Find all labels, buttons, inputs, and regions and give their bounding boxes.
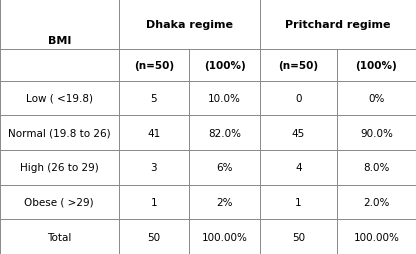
Text: 3: 3: [151, 163, 157, 173]
Text: Obese ( >29): Obese ( >29): [25, 197, 94, 207]
Text: Pritchard regime: Pritchard regime: [285, 20, 391, 30]
Text: Low ( <19.8): Low ( <19.8): [26, 93, 93, 104]
Text: (n=50): (n=50): [134, 60, 174, 70]
Text: 45: 45: [292, 128, 305, 138]
Text: 100.00%: 100.00%: [202, 232, 248, 242]
Text: 10.0%: 10.0%: [208, 93, 241, 104]
Text: 0%: 0%: [368, 93, 385, 104]
Text: 1: 1: [151, 197, 157, 207]
Text: High (26 to 29): High (26 to 29): [20, 163, 99, 173]
Text: 82.0%: 82.0%: [208, 128, 241, 138]
Text: (n=50): (n=50): [278, 60, 319, 70]
Text: 4: 4: [295, 163, 302, 173]
Text: (100%): (100%): [204, 60, 245, 70]
Text: 0: 0: [295, 93, 302, 104]
Text: 1: 1: [295, 197, 302, 207]
Text: BMI: BMI: [47, 36, 71, 46]
Text: 50: 50: [292, 232, 305, 242]
Text: Normal (19.8 to 26): Normal (19.8 to 26): [8, 128, 111, 138]
Text: 8.0%: 8.0%: [363, 163, 390, 173]
Text: (100%): (100%): [356, 60, 397, 70]
Text: 50: 50: [147, 232, 161, 242]
Text: 6%: 6%: [216, 163, 233, 173]
Text: Total: Total: [47, 232, 72, 242]
Text: 2.0%: 2.0%: [363, 197, 390, 207]
Text: Dhaka regime: Dhaka regime: [146, 20, 233, 30]
Text: 41: 41: [147, 128, 161, 138]
Text: 2%: 2%: [216, 197, 233, 207]
Text: 100.00%: 100.00%: [354, 232, 399, 242]
Text: 90.0%: 90.0%: [360, 128, 393, 138]
Text: 5: 5: [151, 93, 157, 104]
